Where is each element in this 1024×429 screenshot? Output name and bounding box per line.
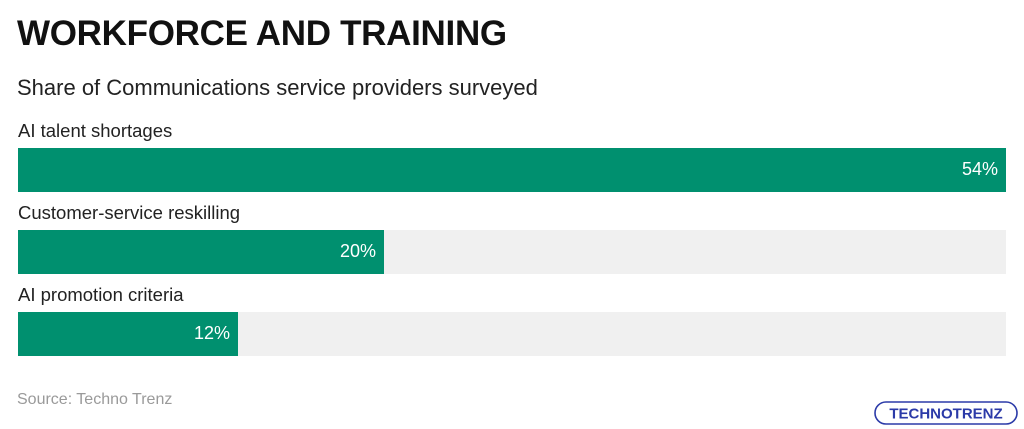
chart-subtitle: Share of Communications service provider… xyxy=(17,75,538,100)
bar: 20% xyxy=(18,230,384,274)
data-label: 54% xyxy=(961,159,998,179)
category-label: Customer-service reskilling xyxy=(18,202,241,223)
data-label: 12% xyxy=(193,323,230,343)
bar-track: 12% xyxy=(18,312,1006,356)
logo-text: TECHNOTRENZ xyxy=(889,406,1002,423)
category-label: AI promotion criteria xyxy=(18,284,184,305)
technotrenz-logo[interactable]: TECHNOTRENZ xyxy=(874,400,1018,426)
bar: 54% xyxy=(18,148,1006,192)
bar: 12% xyxy=(18,312,238,356)
data-label: 20% xyxy=(339,241,376,261)
bar-track: 20% xyxy=(18,230,1006,274)
bar-track: 54% xyxy=(18,148,1006,192)
chart-title: WORKFORCE AND TRAINING xyxy=(17,14,507,53)
source-note: Source: Techno Trenz xyxy=(17,391,173,408)
category-label: AI talent shortages xyxy=(18,120,173,141)
